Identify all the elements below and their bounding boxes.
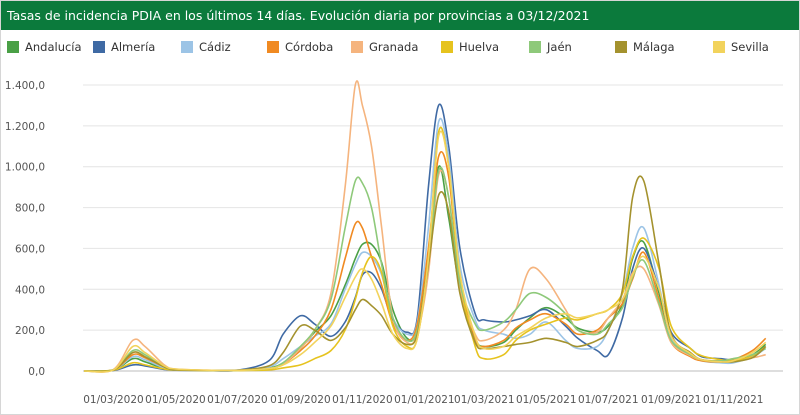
series-line[interactable] <box>83 118 767 373</box>
y-tick-label: 800,0 <box>15 203 45 215</box>
legend-item[interactable]: Cádiz <box>181 37 231 57</box>
legend-swatch <box>267 41 279 53</box>
x-tick-label: 01/03/2020 <box>83 394 144 406</box>
y-tick-label: 0,0 <box>28 366 45 378</box>
legend-item[interactable]: Andalucía <box>7 37 82 57</box>
legend-label: Córdoba <box>285 40 334 54</box>
legend-swatch <box>615 41 627 53</box>
legend-item[interactable]: Sevilla <box>713 37 769 57</box>
series-line[interactable] <box>83 175 767 373</box>
series-line[interactable] <box>83 103 767 372</box>
x-tick-label: 01/09/2021 <box>641 394 702 406</box>
x-tick-label: 01/07/2020 <box>207 394 268 406</box>
legend-swatch <box>441 41 453 53</box>
y-tick-label: 600,0 <box>15 243 45 255</box>
legend-item[interactable]: Málaga <box>615 37 675 57</box>
legend-item[interactable]: Granada <box>351 37 418 57</box>
series-line[interactable] <box>83 166 767 373</box>
legend-label: Jaén <box>547 40 572 54</box>
legend-item[interactable]: Jaén <box>529 37 572 57</box>
legend-swatch <box>93 41 105 53</box>
chart-title: Tasas de incidencia PDIA en los últimos … <box>1 1 799 30</box>
legend-swatch <box>181 41 193 53</box>
x-tick-label: 01/09/2020 <box>270 394 331 406</box>
series-line[interactable] <box>83 126 767 372</box>
y-tick-label: 200,0 <box>15 325 45 337</box>
legend-label: Andalucía <box>25 40 82 54</box>
y-tick-label: 1.200,0 <box>5 121 45 133</box>
legend: Andalucía Almería Cádiz Córdoba Granada Huelv… <box>1 37 799 57</box>
x-tick-label: 01/05/2020 <box>145 394 206 406</box>
x-tick-label: 01/05/2021 <box>516 394 577 406</box>
legend-label: Almería <box>111 40 156 54</box>
x-tick-label: 01/01/2021 <box>394 394 455 406</box>
legend-item[interactable]: Huelva <box>441 37 499 57</box>
series-line[interactable] <box>83 130 767 373</box>
legend-label: Sevilla <box>731 40 769 54</box>
legend-label: Huelva <box>459 40 500 54</box>
legend-item[interactable]: Almería <box>93 37 155 57</box>
legend-label: Málaga <box>633 40 675 54</box>
x-tick-label: 01/11/2021 <box>703 394 764 406</box>
x-tick-label: 01/11/2020 <box>332 394 393 406</box>
legend-item[interactable]: Córdoba <box>267 37 333 57</box>
legend-swatch <box>713 41 725 53</box>
y-tick-label: 1.000,0 <box>5 162 45 174</box>
legend-label: Cádiz <box>199 40 231 54</box>
x-tick-label: 01/07/2021 <box>578 394 639 406</box>
legend-swatch <box>529 41 541 53</box>
y-tick-label: 1.400,0 <box>5 80 45 92</box>
legend-swatch <box>7 41 19 53</box>
legend-label: Granada <box>369 40 419 54</box>
x-tick-label: 01/03/2021 <box>454 394 515 406</box>
legend-swatch <box>351 41 363 53</box>
y-tick-label: 400,0 <box>15 284 45 296</box>
